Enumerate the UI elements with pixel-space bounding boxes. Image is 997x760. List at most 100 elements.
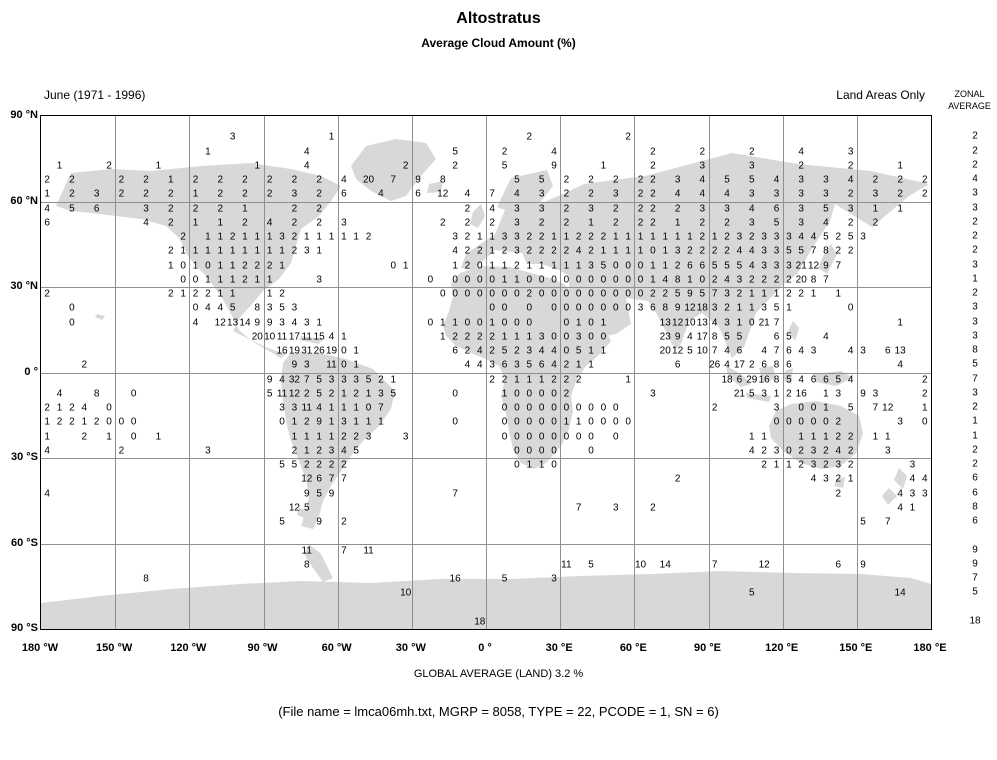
grid-value: 2: [44, 174, 50, 186]
grid-value: 2: [81, 359, 88, 371]
grid-value: 6: [761, 359, 767, 371]
grid-value: 0: [625, 274, 631, 286]
grid-value: 9: [266, 317, 273, 329]
grid-value: 1: [736, 302, 743, 314]
grid-value: 2: [526, 231, 533, 243]
grid-value: 1: [501, 274, 508, 286]
grid-value: 2: [761, 445, 767, 457]
grid-value: 6: [501, 359, 508, 371]
grid-value: 2: [291, 231, 298, 243]
grid-value: 1: [303, 445, 310, 457]
zonal-average-value: 5: [972, 586, 978, 598]
grid-value: 9: [823, 260, 829, 272]
grid-value: 2: [477, 331, 483, 343]
grid-value: 5: [303, 502, 310, 514]
grid-value: 1: [452, 317, 458, 329]
lon-axis-label: 180 °W: [21, 642, 59, 654]
grid-value: 0: [489, 302, 495, 314]
grid-value: 0: [439, 288, 446, 300]
grid-value: 2: [674, 203, 681, 215]
grid-value: 1: [613, 231, 619, 243]
grid-value: 5: [699, 288, 706, 300]
grid-value: 5: [514, 174, 520, 186]
grid-value: 1: [600, 317, 607, 329]
grid-value: 2: [229, 231, 236, 243]
grid-value: 11: [301, 402, 312, 414]
grid-value: 0: [637, 260, 644, 272]
grid-value: 0: [526, 274, 533, 286]
grid-value: 6: [452, 345, 458, 357]
grid-value: 4: [464, 188, 471, 200]
grid-value: 2: [168, 203, 174, 215]
grid-value: 0: [551, 274, 557, 286]
grid-value: 7: [872, 402, 879, 414]
grid-value: 1: [316, 231, 322, 243]
grid-value: 2: [526, 288, 533, 300]
grid-value: 3: [514, 359, 520, 371]
grid-value: 2: [872, 174, 879, 186]
grid-value: 1: [254, 160, 261, 172]
grid-value: 1: [489, 260, 495, 272]
grid-value: 1: [711, 231, 718, 243]
grid-value: 1: [526, 374, 533, 386]
grid-value: 2: [180, 231, 186, 243]
zonal-average-value: 2: [972, 244, 978, 256]
grid-value: 2: [798, 459, 804, 471]
grid-value: 0: [637, 274, 644, 286]
lon-axis-label: 30 °E: [545, 642, 573, 654]
lon-axis-label: 30 °W: [395, 642, 426, 654]
grid-value: 1: [217, 260, 224, 272]
grid-value: 1: [909, 502, 916, 514]
grid-value: 4: [748, 445, 755, 457]
grid-value: 2: [291, 217, 298, 229]
grid-value: 3: [378, 388, 384, 400]
grid-value: 0: [600, 274, 607, 286]
grid-value: 5: [860, 516, 866, 528]
grid-value: 0: [625, 288, 631, 300]
grid-value: 0: [130, 388, 137, 400]
lat-axis-label: 30 °N: [10, 280, 38, 292]
grid-value: 5: [674, 288, 681, 300]
grid-value: 16: [449, 573, 461, 585]
grid-value: 0: [650, 245, 656, 257]
grid-value: 5: [316, 388, 322, 400]
grid-value: 0: [205, 260, 211, 272]
grid-value: 2: [205, 288, 211, 300]
grid-value: 2: [242, 217, 248, 229]
grid-value: 5: [266, 388, 273, 400]
zonal-average-value: 2: [972, 145, 978, 157]
grid-value: 2: [724, 245, 730, 257]
lat-axis-label: 90 °N: [10, 109, 38, 121]
grid-value: 1: [192, 260, 199, 272]
grid-value: 3: [402, 431, 409, 443]
grid-value: 2: [650, 160, 656, 172]
grid-value: 1: [884, 431, 891, 443]
zonal-average-value: 1: [972, 273, 978, 285]
gridline-horizontal: [41, 372, 931, 374]
grid-value: 1: [489, 245, 495, 257]
grid-value: 4: [724, 345, 730, 357]
lon-axis-label: 180 °E: [913, 642, 947, 654]
grid-value: 10: [634, 559, 647, 571]
grid-value: 4: [341, 445, 347, 457]
grid-value: 1: [205, 274, 211, 286]
grid-value: 4: [143, 217, 149, 229]
grid-value: 2: [254, 260, 261, 272]
grid-value: 2: [897, 174, 903, 186]
grid-value: 2: [563, 174, 570, 186]
grid-value: 0: [538, 288, 545, 300]
grid-value: 3: [847, 146, 854, 158]
grid-value: 0: [526, 388, 533, 400]
grid-value: 10: [264, 331, 276, 343]
grid-value: 3: [588, 203, 594, 215]
grid-value: 9: [860, 388, 866, 400]
grid-value: 1: [353, 231, 359, 243]
grid-value: 1: [242, 231, 248, 243]
grid-value: 1: [575, 317, 582, 329]
grid-value: 3: [922, 488, 928, 500]
grid-value: 0: [106, 402, 112, 414]
grid-value: 2: [761, 274, 767, 286]
zonal-average-value: 9: [972, 558, 978, 570]
grid-value: 2: [563, 374, 570, 386]
grid-value: 3: [279, 231, 285, 243]
